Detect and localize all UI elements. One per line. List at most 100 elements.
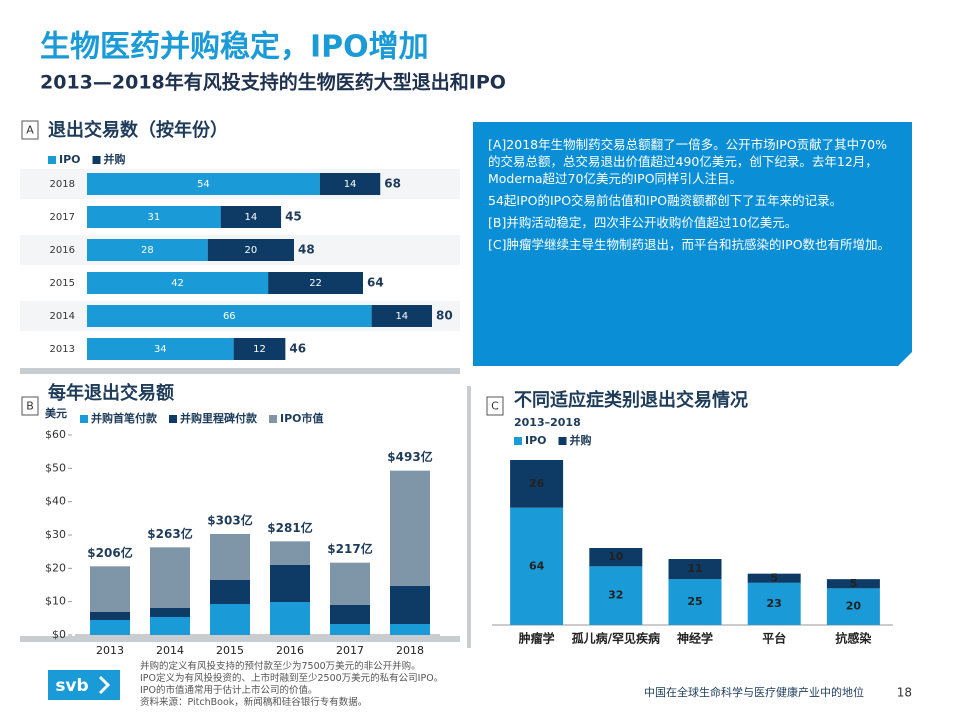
total-label: 45 bbox=[285, 210, 302, 224]
summary-paragraph: 54起IPO的IPO交易前估值和IPO融资额都创下了五年来的记录。 bbox=[488, 193, 843, 208]
bar-segment bbox=[510, 460, 564, 508]
segment-label: 32 bbox=[608, 589, 623, 602]
y-axis-label: 美元 bbox=[45, 406, 67, 420]
total-label: $493亿 bbox=[387, 449, 432, 464]
y-tick-label: 2016 bbox=[50, 245, 75, 256]
legend-label: IPO bbox=[59, 153, 81, 166]
bar-segment bbox=[371, 305, 432, 327]
x-tick-label: 2017 bbox=[336, 644, 364, 657]
bar-segment bbox=[87, 272, 269, 294]
total-label: $206亿 bbox=[87, 545, 132, 560]
divider bbox=[20, 636, 460, 642]
segment-label: 20 bbox=[846, 600, 862, 613]
y-tick-label: $0 bbox=[52, 628, 66, 641]
chart-letter: C bbox=[491, 400, 499, 413]
summary-text: [A]2018年生物制药交易总额翻了一倍多。公开市场IPO贡献了其中70%的交易… bbox=[488, 136, 893, 258]
total-label: 80 bbox=[436, 309, 453, 323]
segment-label: 10 bbox=[608, 550, 624, 563]
slide-subtitle: 2013—2018年有风投支持的生物医药大型退出和IPO bbox=[40, 71, 506, 94]
legend-label: 并购首笔付款 bbox=[91, 411, 158, 425]
divider bbox=[20, 368, 460, 374]
x-tick-label: 神经学 bbox=[677, 631, 713, 646]
bar-segment bbox=[747, 582, 801, 625]
legend-label: IPO市值 bbox=[280, 411, 324, 425]
legend-swatch bbox=[80, 415, 88, 423]
legend-label: 并购 bbox=[570, 433, 592, 447]
segment-label: 5 bbox=[850, 577, 858, 590]
x-tick-label: 2013 bbox=[96, 644, 124, 657]
summary-panel bbox=[473, 122, 912, 366]
footer-caption: 中国在全球生命科学与医疗健康产业中的地位 bbox=[644, 685, 864, 699]
y-tick-label: $10 bbox=[45, 595, 66, 608]
segment-label: 26 bbox=[529, 477, 545, 490]
bar-segment bbox=[87, 338, 234, 360]
segment-label: 20 bbox=[245, 245, 258, 256]
bar-segment bbox=[826, 579, 880, 589]
segment-label: 12 bbox=[253, 344, 266, 355]
bar-segment bbox=[589, 566, 643, 625]
total-label: $217亿 bbox=[327, 541, 372, 556]
bar-segment bbox=[210, 534, 250, 580]
segment-label: 54 bbox=[197, 179, 210, 190]
legend-swatch bbox=[558, 437, 567, 445]
total-label: $303亿 bbox=[207, 513, 252, 528]
chart-title: 退出交易数（按年份） bbox=[48, 119, 228, 141]
bar-segment bbox=[210, 604, 250, 635]
total-label: 48 bbox=[298, 243, 315, 257]
y-tick-label: 2017 bbox=[50, 212, 75, 223]
bar-segment bbox=[90, 620, 130, 635]
legend-swatch bbox=[92, 156, 101, 164]
chart-letter-box bbox=[486, 396, 504, 416]
legend-swatch bbox=[169, 415, 177, 423]
x-tick-label: 肿瘤学 bbox=[519, 631, 555, 646]
bar-segment bbox=[668, 559, 722, 580]
y-tick-label: $60 bbox=[45, 428, 66, 441]
bar-segment bbox=[220, 206, 282, 228]
bar-segment bbox=[87, 206, 221, 228]
bar-segment bbox=[210, 580, 250, 604]
footnotes: 并购的定义有风投支持的预付款至少为7500万美元的非公开并购。 IPO定义为有风投… bbox=[140, 661, 480, 709]
bar-segment bbox=[207, 239, 294, 261]
segment-label: 66 bbox=[223, 311, 236, 322]
segment-label: 11 bbox=[687, 562, 702, 575]
total-label: $281亿 bbox=[267, 520, 312, 535]
bar-segment bbox=[390, 586, 430, 624]
bar-segment bbox=[150, 617, 190, 635]
y-tick-label: 2013 bbox=[50, 344, 75, 355]
segment-label: 14 bbox=[344, 179, 357, 190]
segment-label: 5 bbox=[770, 571, 778, 584]
summary-paragraph: [C]肿瘤学继续主导生物制药退出，而平台和抗感染的IPO数也有所增加。 bbox=[488, 237, 891, 252]
y-tick-label: $50 bbox=[45, 461, 66, 474]
x-tick-label: 孤儿病/罕见疾病 bbox=[572, 631, 660, 646]
y-tick-label: $30 bbox=[45, 528, 66, 541]
bar-segment bbox=[87, 173, 320, 195]
total-label: 68 bbox=[384, 177, 401, 191]
x-tick-label: 抗感染 bbox=[835, 631, 872, 646]
y-tick-label: $20 bbox=[45, 561, 66, 574]
segment-label: 25 bbox=[687, 595, 702, 608]
footnote: 并购的定义有风投支持的预付款至少为7500万美元的非公开并购。 bbox=[140, 661, 421, 672]
bar-segment bbox=[330, 624, 370, 635]
bar-segment bbox=[319, 173, 381, 195]
bar-segment bbox=[668, 579, 722, 625]
bar-segment bbox=[390, 470, 430, 586]
segment-label: 42 bbox=[171, 278, 184, 289]
y-tick-label: 2018 bbox=[50, 179, 75, 190]
bar-segment bbox=[90, 566, 130, 612]
chart-letter: B bbox=[26, 400, 34, 413]
footnote: 资料来源：PitchBook，新闻稿和硅谷银行专有数据。 bbox=[140, 697, 368, 708]
x-tick-label: 2014 bbox=[156, 644, 184, 657]
segment-label: 31 bbox=[147, 212, 160, 223]
bar-segment bbox=[270, 602, 310, 635]
bar-segment bbox=[150, 608, 190, 617]
segment-label: 14 bbox=[395, 311, 408, 322]
bar-segment bbox=[510, 507, 564, 625]
logo: svb bbox=[55, 676, 88, 696]
bar-segment bbox=[270, 541, 310, 565]
segment-label: 64 bbox=[529, 559, 545, 572]
bar-segment bbox=[589, 548, 643, 567]
summary-paragraph: [B]并购活动稳定，四次非公开收购价值超过10亿美元。 bbox=[488, 215, 798, 230]
y-tick-label: $40 bbox=[45, 495, 66, 508]
